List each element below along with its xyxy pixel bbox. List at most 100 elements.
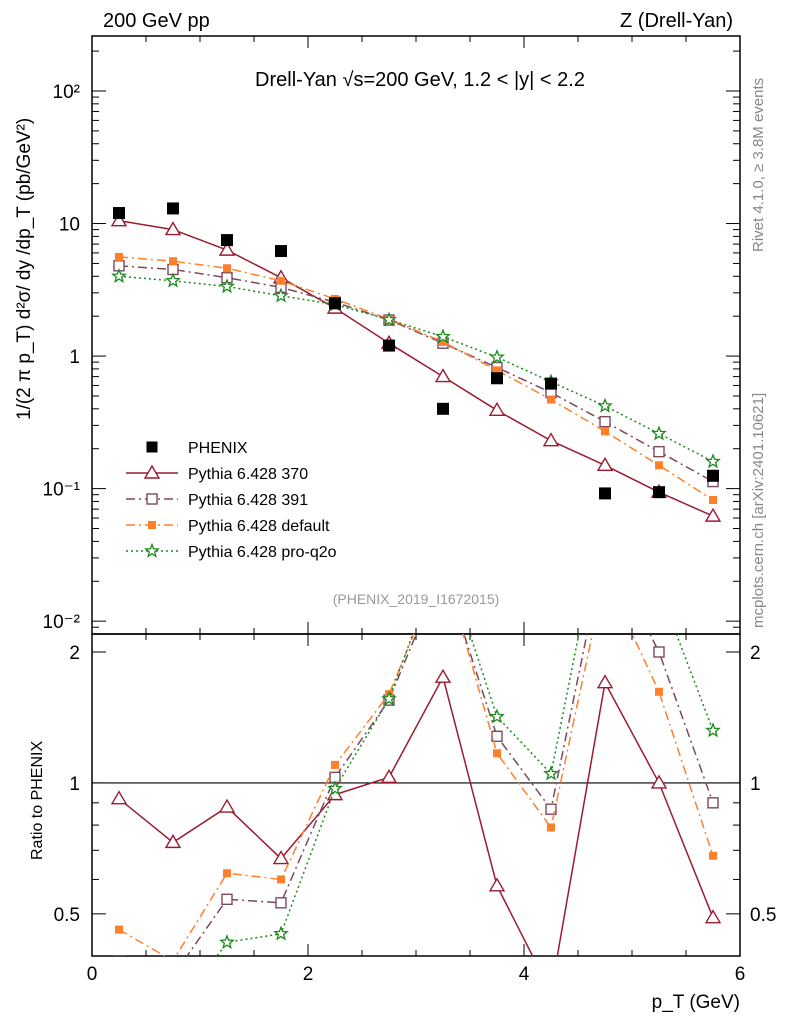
data-point-pythia-6-428-370 [704,507,722,522]
ratio-point-pythia-6-428-370 [272,850,290,865]
data-point-pythia-6-428-pro-q2o [111,267,127,283]
y-tick-label: 10⁻¹ [43,480,81,501]
data-point-pythia-6-428-default [169,257,177,266]
ratio-y-axis-label: Ratio to PHENIX [29,741,46,860]
ratio-point-pythia-6-428-pro-q2o [327,780,343,796]
x-tick-label: 6 [735,964,746,985]
ratio-point-pythia-6-428-370 [596,674,614,689]
data-point-phenix [437,402,449,415]
ratio-point-pythia-6-428-391 [491,730,503,742]
data-point-pythia-6-428-pro-q2o [435,328,451,344]
ratio-point-pythia-6-428-default [655,687,663,696]
data-point-phenix [707,469,719,482]
data-point-pythia-6-428-370 [542,432,560,447]
ratio-point-pythia-6-428-pro-q2o [381,690,397,706]
ratio-point-pythia-6-428-default [223,869,231,878]
ratio-tick-label: 2 [69,643,80,664]
ratio-point-pythia-6-428-pro-q2o [653,582,665,594]
ratio-point-pythia-6-428-370 [488,877,506,892]
legend-marker-pythia-6-428-default [148,521,156,529]
legend-label-phenix: PHENIX [188,440,248,457]
data-point-pythia-6-428-pro-q2o [381,311,397,327]
data-point-pythia-6-428-default [115,252,123,261]
ratio-point-pythia-6-428-pro-q2o [167,1010,179,1022]
ratio-point-pythia-6-428-default [440,560,447,567]
ratio-point-pythia-6-428-391 [653,646,665,658]
data-point-pythia-6-428-default [277,276,285,285]
ratio-point-pythia-6-428-391 [438,564,448,574]
data-point-pythia-6-428-default [601,427,609,436]
series-line-pythia-6-428-391 [118,265,714,483]
ratio-point-pythia-6-428-391 [600,541,610,551]
ratio-line-pythia-6-428-default [118,634,714,956]
ratio-point-pythia-6-428-391 [113,955,125,956]
ratio-point-pythia-6-428-default [709,851,717,860]
data-point-phenix [599,487,611,500]
legend-label-pythia-6-428-391: Pythia 6.428 391 [188,492,308,509]
ratio-point-pythia-6-428-default [547,823,555,832]
y-tick-label: 1 [69,347,80,368]
ratio-point-pythia-6-428-370 [544,985,558,997]
data-point-phenix [113,207,125,220]
ratio-point-pythia-6-428-pro-q2o [273,925,289,941]
ratio-point-pythia-6-428-pro-q2o [113,1004,125,1016]
side-label-bottom: mcplots.cern.ch [arXiv:2401.10621] [750,393,767,628]
ratio-tick-label-right: 0.5 [750,905,776,926]
data-point-pythia-6-428-default [547,395,555,404]
ratio-point-pythia-6-428-391 [275,897,287,909]
ratio-point-pythia-6-428-default [115,925,123,934]
data-point-pythia-6-428-pro-q2o [651,425,667,441]
data-point-pythia-6-428-default [709,496,717,505]
chart-title: Drell-Yan √s=200 GeV, 1.2 < |y| < 2.2 [255,69,585,91]
data-point-pythia-6-428-pro-q2o [489,348,505,364]
data-point-pythia-6-428-pro-q2o [219,278,235,294]
data-point-phenix [653,486,665,499]
ratio-point-pythia-6-428-391 [221,893,233,906]
data-point-pythia-6-428-391 [599,415,611,428]
ratio-point-pythia-6-428-370 [164,833,182,849]
data-point-pythia-6-428-pro-q2o [597,397,613,413]
main-series [110,202,722,522]
ratio-point-pythia-6-428-pro-q2o [219,934,235,950]
ratio-plot-frame [91,633,741,957]
series-line-pythia-6-428-default [118,256,714,501]
ratio-point-pythia-6-428-pro-q2o [705,722,721,738]
data-point-phenix [275,245,287,258]
data-point-pythia-6-428-370 [218,241,236,256]
ratio-point-pythia-6-428-default [277,875,285,884]
data-point-pythia-6-428-default [223,264,231,273]
ratio-point-pythia-6-428-370 [434,668,452,683]
data-point-phenix [545,377,557,390]
data-point-pythia-6-428-370 [596,456,614,471]
data-point-pythia-6-428-391 [653,445,665,458]
ratio-line-pythia-6-428-pro-q2o [216,634,714,956]
y-tick-label: 10 [59,215,80,236]
data-point-pythia-6-428-370 [434,368,452,383]
ratio-point-pythia-6-428-default [331,760,339,769]
header-right: Z (Drell-Yan) [620,10,733,32]
ratio-point-pythia-6-428-391 [707,797,719,809]
data-point-pythia-6-428-default [655,461,663,470]
y-tick-label: 10⁻² [43,612,81,633]
side-label-top: Rivet 4.1.0, ≥ 3.8M events [750,78,767,252]
ratio-point-pythia-6-428-370 [380,768,398,784]
ratio-series [110,541,722,1022]
series-line-pythia-6-428-pro-q2o [118,275,714,463]
legend: PHENIX Pythia 6.428 370 Pythia 6.428 391 Py… [126,440,337,561]
ratio-point-pythia-6-428-default [493,749,501,758]
ratio-line-pythia-6-428-370 [118,675,714,956]
data-point-pythia-6-428-pro-q2o [165,272,181,288]
data-point-pythia-6-428-370 [164,221,182,236]
ratio-point-pythia-6-428-pro-q2o [489,708,505,724]
axes: 0 2 4 6 10⁻² 10⁻¹ 1 10 10² 0.5 0.5 1 1 2 2 [43,36,776,985]
legend-marker-pythia-6-428-370 [143,464,161,479]
header-left: 200 GeV pp [103,10,210,32]
legend-label-pythia-6-428-pro-q2o: Pythia 6.428 pro-q2o [188,544,337,561]
ratio-point-pythia-6-428-pro-q2o [437,545,449,557]
legend-label-pythia-6-428-370: Pythia 6.428 370 [188,466,308,483]
ratio-tick-label-right: 1 [750,774,761,795]
data-point-pythia-6-428-pro-q2o [273,287,289,303]
legend-marker-phenix [146,441,158,453]
ratio-point-pythia-6-428-391 [545,803,557,815]
data-point-phenix [221,234,233,247]
